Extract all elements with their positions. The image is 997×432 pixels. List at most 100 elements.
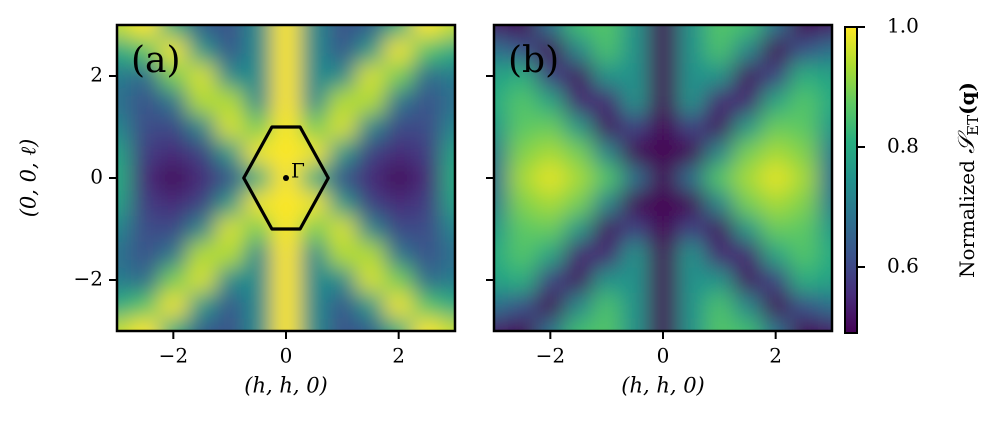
heatmap-cell (243, 267, 273, 294)
heatmap-cell (187, 267, 217, 294)
heatmap-cell (215, 292, 245, 319)
heatmap-cell (384, 139, 414, 166)
heatmap-cell (592, 88, 622, 115)
heatmap-cell (508, 88, 537, 115)
heatmap-cell (761, 190, 791, 217)
heatmap-cell (705, 318, 734, 331)
heatmap-cell (536, 139, 565, 166)
heatmap-cell (271, 88, 301, 115)
heatmap-cell (677, 25, 706, 39)
heatmap-cell (817, 190, 832, 217)
heatmap-cell (494, 267, 509, 294)
heatmap-cell (733, 139, 763, 166)
heatmap (494, 25, 832, 331)
heatmap-cell (733, 37, 763, 64)
heatmap-cell (215, 88, 245, 115)
heatmap-cell (271, 318, 301, 331)
heatmap-cell (131, 63, 160, 90)
heatmap-cell (592, 165, 622, 192)
colorbar-label-argument: (q) (955, 82, 979, 115)
heatmap-cell (817, 37, 832, 64)
heatmap-cell (789, 37, 819, 64)
heatmap-cell (789, 241, 819, 268)
heatmap-cell (328, 216, 357, 243)
heatmap-cell (187, 292, 217, 319)
x-tick-label: −2 (159, 344, 188, 368)
y-axis-label: (0, 0, ℓ) (17, 139, 41, 218)
heatmap-cell (733, 114, 763, 141)
heatmap-cell (564, 241, 594, 268)
heatmap-cell (508, 63, 537, 90)
heatmap-cell (159, 114, 188, 141)
heatmap-cell (508, 292, 537, 319)
heatmap-cell (494, 37, 509, 64)
heatmap-cell (384, 241, 414, 268)
heatmap-cell (412, 318, 442, 331)
heatmap-cell (592, 114, 622, 141)
heatmap-cell (648, 241, 678, 268)
heatmap-cell (271, 241, 301, 268)
heatmap-cell (648, 139, 678, 166)
heatmap-cell (440, 114, 455, 141)
heatmap-cell (187, 25, 217, 39)
heatmap-cell (592, 190, 622, 217)
heatmap-cell (817, 216, 832, 243)
heatmap-cell (440, 216, 455, 243)
heatmap-cell (536, 165, 565, 192)
heatmap-cell (440, 165, 455, 192)
heatmap-cell (677, 63, 706, 90)
heatmap-cell (564, 37, 594, 64)
heatmap-cell (187, 190, 217, 217)
heatmap-cell (677, 114, 706, 141)
heatmap-cell (117, 318, 132, 331)
heatmap-cell (271, 37, 301, 64)
heatmap-cell (620, 139, 650, 166)
heatmap-cell (356, 114, 386, 141)
heatmap-cell (536, 63, 565, 90)
heatmap-cell (271, 292, 301, 319)
heatmap-cell (564, 63, 594, 90)
heatmap-cell (761, 292, 791, 319)
heatmap-cell (412, 216, 442, 243)
heatmap-cell (356, 25, 386, 39)
heatmap-cell (300, 63, 329, 90)
heatmap-cell (789, 292, 819, 319)
y-tick-label: 0 (90, 165, 103, 189)
heatmap-cell (187, 318, 217, 331)
heatmap-cell (131, 25, 160, 39)
heatmap-cell (356, 139, 386, 166)
heatmap-cell (648, 165, 678, 192)
heatmap-cell (384, 190, 414, 217)
heatmap-cell (536, 292, 565, 319)
heatmap-cell (592, 63, 622, 90)
heatmap-cell (271, 267, 301, 294)
heatmap-cell (117, 88, 132, 115)
heatmap-cell (412, 292, 442, 319)
heatmap-cell (705, 139, 734, 166)
heatmap-cell (159, 37, 188, 64)
heatmap-cell (440, 318, 455, 331)
heatmap-cell (620, 216, 650, 243)
heatmap-cell (677, 165, 706, 192)
heatmap-cell (159, 165, 188, 192)
heatmap-cells (117, 25, 455, 331)
heatmap-cell (131, 165, 160, 192)
heatmap-cell (243, 63, 273, 90)
heatmap-cell (131, 139, 160, 166)
heatmap-cell (243, 88, 273, 115)
heatmap-cell (117, 267, 132, 294)
heatmap-cell (494, 114, 509, 141)
heatmap-cell (271, 139, 301, 166)
heatmap-cell (440, 292, 455, 319)
x-tick-label: 0 (280, 344, 293, 368)
heatmap-cell (789, 267, 819, 294)
heatmap-cell (440, 88, 455, 115)
colorbar-label-text: Normalized (955, 154, 979, 278)
heatmap-cell (761, 165, 791, 192)
heatmap-cell (117, 139, 132, 166)
heatmap-cell (131, 318, 160, 331)
heatmap-cell (187, 139, 217, 166)
heatmap-cell (648, 216, 678, 243)
heatmap-cell (215, 139, 245, 166)
